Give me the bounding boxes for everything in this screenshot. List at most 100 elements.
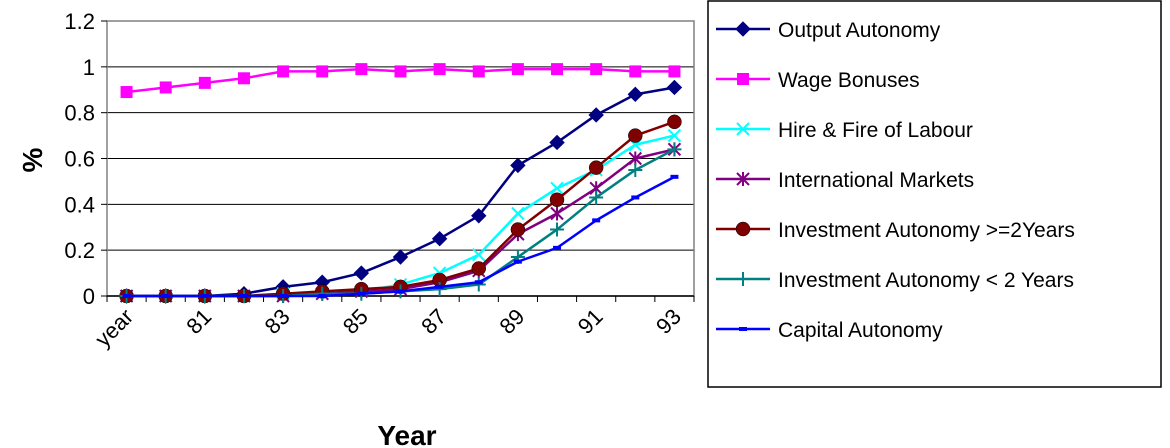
data-point xyxy=(589,190,604,205)
data-point xyxy=(551,63,564,76)
data-point xyxy=(631,195,640,200)
data-point xyxy=(510,222,526,237)
data-point xyxy=(200,294,209,298)
data-point xyxy=(627,86,644,103)
data-point xyxy=(588,107,604,123)
legend-entry: International Markets xyxy=(716,169,974,192)
data-point xyxy=(736,172,750,186)
y-tick-label: 1 xyxy=(83,55,95,80)
data-point xyxy=(549,134,565,151)
data-point xyxy=(394,65,407,78)
x-tick-label: 83 xyxy=(260,304,295,339)
y-tick-label: 0.8 xyxy=(64,101,95,126)
data-point xyxy=(588,160,604,175)
x-tick-label: 87 xyxy=(416,304,451,339)
data-point xyxy=(396,289,405,294)
y-axis-title: % xyxy=(17,147,48,172)
data-point xyxy=(737,73,749,85)
y-tick-label: 1.2 xyxy=(64,9,95,34)
data-point xyxy=(353,265,370,281)
data-point xyxy=(355,63,368,76)
legend-label: Investment Autonomy >=2Years xyxy=(778,219,1075,242)
data-point xyxy=(472,65,485,78)
data-point xyxy=(667,114,682,130)
data-point xyxy=(471,208,487,224)
data-point xyxy=(735,221,751,237)
y-tick-label: 0 xyxy=(83,284,95,309)
data-point xyxy=(667,142,682,157)
data-point xyxy=(120,86,133,99)
data-point xyxy=(511,206,525,221)
data-point xyxy=(739,327,747,331)
data-point xyxy=(433,63,446,76)
data-point xyxy=(198,76,211,89)
y-tick-label: 0.6 xyxy=(64,147,95,172)
data-point xyxy=(435,284,444,289)
legend-entry: Investment Autonomy >=2Years xyxy=(716,219,1075,242)
data-point xyxy=(161,294,170,298)
data-point xyxy=(592,218,601,223)
data-point xyxy=(318,294,327,298)
data-point xyxy=(736,122,750,136)
data-point xyxy=(668,65,681,78)
x-tick-label: 91 xyxy=(573,304,608,339)
data-point xyxy=(511,63,524,76)
x-axis-title: Year xyxy=(377,420,436,448)
legend-entry: Capital Autonomy xyxy=(716,319,943,342)
y-tick-label: 0.2 xyxy=(64,238,95,263)
data-point xyxy=(667,128,682,143)
data-point xyxy=(513,259,522,264)
data-point xyxy=(159,81,172,94)
x-tick-label: 81 xyxy=(181,304,216,339)
series-3 xyxy=(119,128,682,303)
data-point xyxy=(474,280,483,285)
data-point xyxy=(472,248,486,262)
data-point xyxy=(315,286,330,301)
data-point xyxy=(316,65,329,78)
legend-label: Hire & Fire of Labour xyxy=(778,119,973,142)
data-point xyxy=(510,157,526,174)
data-point xyxy=(628,162,643,177)
data-point xyxy=(471,261,487,276)
legend: Output Autonomy Wage Bonuses Hire & Fire o… xyxy=(707,0,1162,388)
x-tick-label: year xyxy=(90,304,138,352)
data-point xyxy=(239,294,248,298)
data-point xyxy=(628,128,643,143)
data-point xyxy=(431,231,448,247)
data-point xyxy=(553,245,562,250)
y-tick-label: 0.4 xyxy=(64,192,95,217)
data-point xyxy=(550,181,564,195)
legend-entry: Wage Bonuses xyxy=(716,69,920,92)
legend-label: Wage Bonuses xyxy=(778,69,920,92)
legend-entry: Investment Autonomy < 2 Years xyxy=(716,269,1074,292)
x-tick-label: 89 xyxy=(494,304,529,339)
series-line xyxy=(126,134,675,298)
legend-entry: Output Autonomy xyxy=(716,19,941,42)
x-tick-label: 93 xyxy=(651,304,686,339)
data-point xyxy=(392,249,409,265)
data-point xyxy=(666,79,683,96)
series-5 xyxy=(119,114,682,304)
data-point xyxy=(237,72,250,85)
legend-box xyxy=(707,0,1162,388)
data-point xyxy=(279,294,288,298)
x-axis-ticks: year 81 83 85 87 89 91 93 xyxy=(90,296,695,352)
data-point xyxy=(432,282,447,297)
data-point xyxy=(590,63,603,76)
data-point xyxy=(736,272,750,286)
data-point xyxy=(277,65,290,78)
legend-label: Investment Autonomy < 2 Years xyxy=(778,269,1074,292)
series-2 xyxy=(120,63,681,99)
y-axis-ticks: 0 0.2 0.4 0.6 0.8 1 1.2 xyxy=(64,9,694,309)
legend-entry: Hire & Fire of Labour xyxy=(716,119,973,142)
series-group xyxy=(118,63,683,304)
series-7 xyxy=(122,174,679,298)
data-point xyxy=(122,294,131,298)
data-point xyxy=(629,65,642,78)
data-point xyxy=(471,277,486,292)
data-point xyxy=(550,222,565,237)
data-point xyxy=(670,174,679,179)
data-point xyxy=(550,206,564,221)
legend-label: Output Autonomy xyxy=(778,19,941,42)
